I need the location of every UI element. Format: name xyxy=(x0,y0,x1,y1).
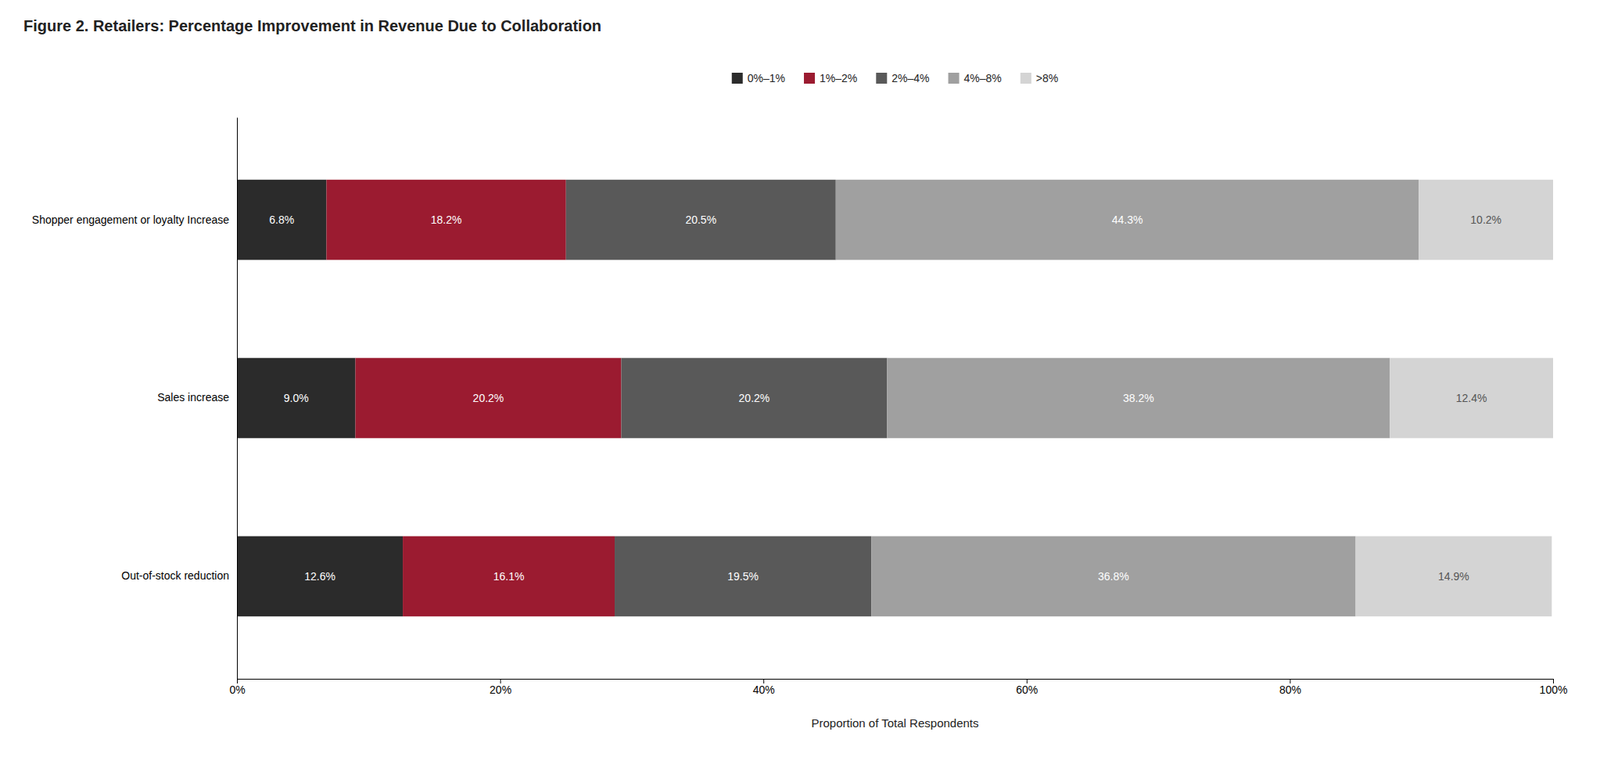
bar xyxy=(355,358,621,439)
data-label: 6.8% xyxy=(269,213,295,227)
legend-swatch xyxy=(875,72,887,84)
legend-label: 2%–4% xyxy=(891,71,930,85)
bar xyxy=(1418,179,1554,261)
x-tick: 20% xyxy=(489,678,512,696)
x-tick-label: 0% xyxy=(229,683,245,696)
bars xyxy=(236,179,1554,617)
data-labels: 6.8% 9.0% 12.6% 18.2% 20.2% 16.1% 20.5% 20.2% 19… xyxy=(269,213,1502,583)
chart-svg: Figure 2. Retailers: Percentage Improvem… xyxy=(0,0,1600,757)
series-bars xyxy=(835,179,1420,617)
legend-item: 1%–2% xyxy=(803,71,858,85)
data-label: 9.0% xyxy=(283,391,309,405)
x-tick-label: 20% xyxy=(489,683,512,696)
bar xyxy=(236,179,327,261)
plot-area: 6.8% 9.0% 12.6% 18.2% 20.2% 16.1% 20.5% 20.2% 19… xyxy=(32,118,1568,731)
data-label: 20.5% xyxy=(685,213,717,227)
data-label: 20.2% xyxy=(739,391,771,405)
x-tick: 80% xyxy=(1279,678,1302,696)
y-tick: Sales increase xyxy=(157,391,237,404)
bar xyxy=(1389,358,1554,439)
legend-item: 2%–4% xyxy=(875,71,930,85)
data-label: 12.4% xyxy=(1456,391,1488,405)
x-axis-title: Proportion of Total Respondents xyxy=(810,716,979,730)
bar xyxy=(236,536,403,618)
legend-swatch xyxy=(948,72,960,84)
bar xyxy=(402,536,615,618)
x-axis: 0% 20% 40% 60% 80% 100% xyxy=(229,678,1568,696)
data-label: 19.5% xyxy=(727,570,759,583)
bar xyxy=(614,536,872,618)
y-axis-line xyxy=(236,118,238,680)
legend-label: 1%–2% xyxy=(819,71,858,85)
x-tick: 40% xyxy=(753,678,775,696)
legend-swatch xyxy=(731,72,743,84)
x-tick: 0% xyxy=(229,678,245,696)
chart-title: Figure 2. Retailers: Percentage Improvem… xyxy=(23,17,602,35)
x-tick: 100% xyxy=(1539,678,1568,696)
legend-swatch xyxy=(803,72,815,84)
bar xyxy=(886,358,1390,439)
x-tick-label: 80% xyxy=(1279,683,1302,696)
bar xyxy=(835,179,1420,261)
y-tick-label: Sales increase xyxy=(157,391,230,404)
bar xyxy=(620,358,887,439)
legend-item: 0%–1% xyxy=(731,71,786,85)
y-tick: Shopper engagement or loyalty Increase xyxy=(32,213,237,227)
x-tick-label: 100% xyxy=(1539,683,1568,696)
data-label: 18.2% xyxy=(430,213,463,227)
data-label: 10.2% xyxy=(1470,213,1502,227)
y-tick-label: Out-of-stock reduction xyxy=(121,569,230,582)
y-tick-label: Shopper engagement or loyalty Increase xyxy=(32,213,230,227)
legend-item: 4%–8% xyxy=(948,71,1002,85)
data-label: 38.2% xyxy=(1122,391,1155,405)
data-label: 12.6% xyxy=(304,570,336,583)
legend-label: 0%–1% xyxy=(747,71,786,85)
bar xyxy=(871,536,1356,618)
legend-swatch xyxy=(1020,72,1032,84)
data-label: 14.9% xyxy=(1438,570,1470,583)
legend: 0%–1% 1%–2% 2%–4% 4%–8% >8% xyxy=(731,71,1059,85)
bar xyxy=(1356,536,1553,618)
y-tick: Out-of-stock reduction xyxy=(121,569,237,582)
y-axis: Shopper engagement or loyalty Increase Sa… xyxy=(32,118,238,680)
series-bars xyxy=(1356,179,1554,617)
x-tick: 60% xyxy=(1015,678,1038,696)
bar xyxy=(326,179,566,261)
x-tick-label: 60% xyxy=(1015,683,1038,696)
legend-label: >8% xyxy=(1036,71,1059,85)
data-label: 36.8% xyxy=(1097,570,1130,583)
x-tick-label: 40% xyxy=(753,683,775,696)
data-label: 20.2% xyxy=(473,391,505,405)
x-axis-line xyxy=(237,679,1554,685)
legend-label: 4%–8% xyxy=(964,71,1002,85)
legend-item: >8% xyxy=(1020,71,1059,85)
data-label: 44.3% xyxy=(1112,213,1144,227)
data-label: 16.1% xyxy=(493,570,525,583)
bar xyxy=(566,179,836,261)
bar xyxy=(236,358,356,439)
